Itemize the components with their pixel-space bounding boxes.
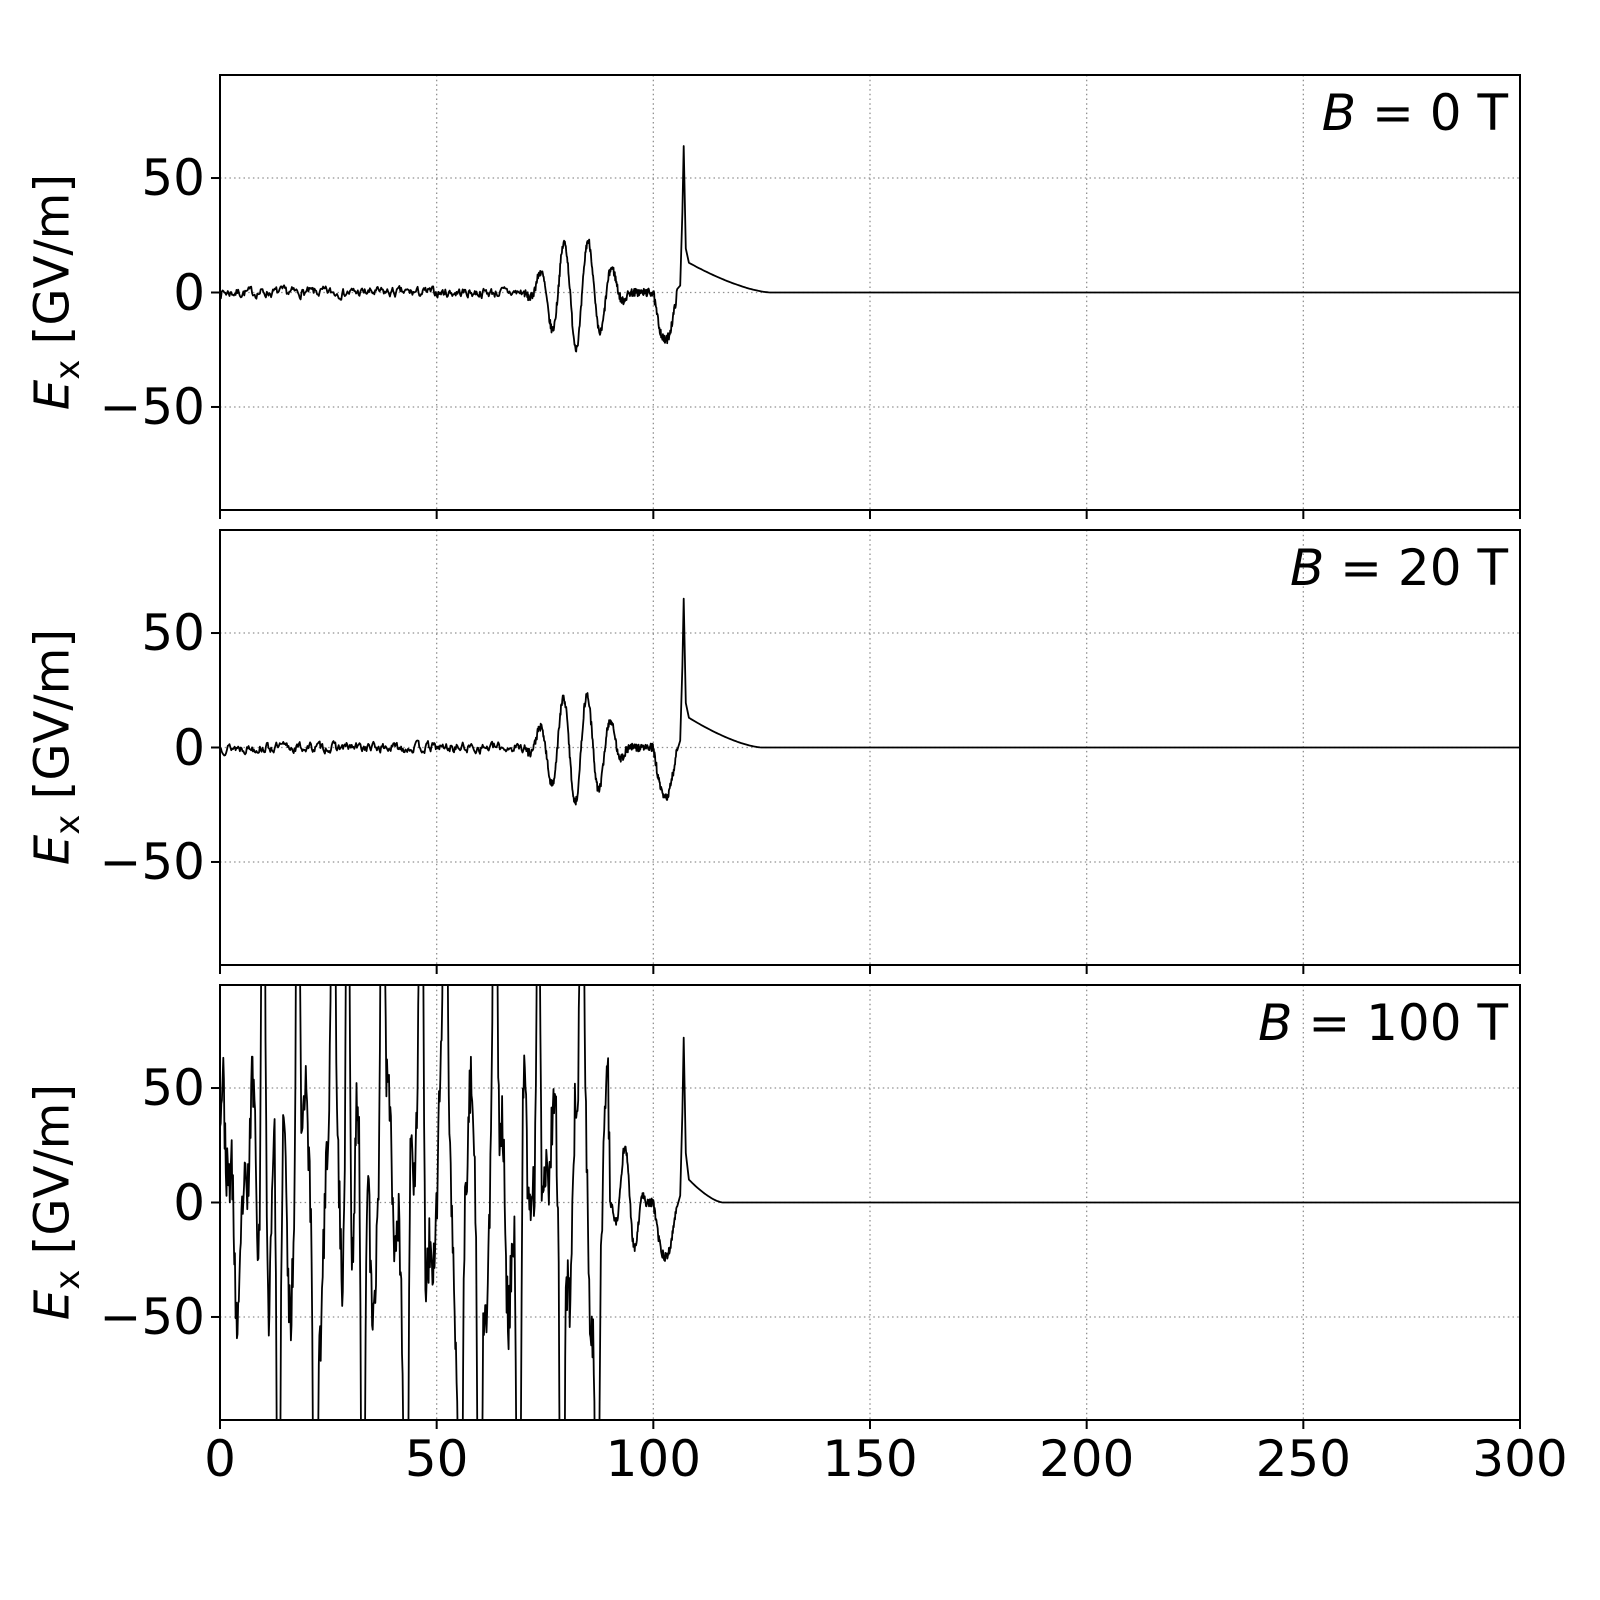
x-tick-label: 100 — [605, 1430, 702, 1488]
b-value: = 100 T — [1292, 994, 1508, 1052]
e-subscript: x — [48, 814, 89, 835]
e-subscript: x — [48, 359, 89, 380]
waveform-line — [220, 597, 1520, 806]
y-tick-label: 0 — [173, 1173, 205, 1232]
y-tick-label: 50 — [141, 1059, 205, 1118]
y-tick-label: 0 — [173, 263, 205, 322]
x-tick-label: 50 — [404, 1430, 469, 1488]
panel2-annotation: B = 20 T — [1290, 541, 1508, 595]
x-tick-label: 300 — [1472, 1430, 1568, 1488]
x-tick-label: 200 — [1038, 1430, 1135, 1488]
y-tick-label: 50 — [141, 604, 205, 663]
y-tick-label: −50 — [99, 1287, 205, 1346]
y-tick-label: 0 — [173, 718, 205, 777]
y-tick-label: −50 — [99, 377, 205, 436]
panel1-annotation: B = 0 T — [1322, 86, 1508, 140]
x-tick-label: 150 — [822, 1430, 918, 1488]
b-symbol: B — [1258, 994, 1293, 1052]
b-value: = 20 T — [1324, 539, 1508, 597]
x-tick-label: 250 — [1255, 1430, 1352, 1488]
panel3-annotation: B = 100 T — [1258, 996, 1508, 1050]
b-symbol: B — [1289, 539, 1325, 597]
x-tick-label: 0 — [204, 1430, 236, 1488]
b-value: = 0 T — [1356, 84, 1508, 142]
y-tick-label: 50 — [141, 149, 205, 208]
e-subscript: x — [48, 1269, 89, 1290]
waveform-line — [220, 985, 1520, 1420]
b-symbol: B — [1321, 84, 1357, 142]
y-tick-label: −50 — [99, 832, 205, 891]
waveform-line — [220, 145, 1520, 353]
